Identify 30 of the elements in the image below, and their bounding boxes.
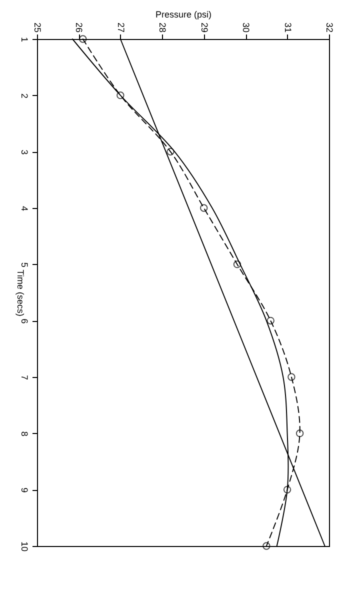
point bbox=[266, 316, 274, 325]
x-axis-title: Pressure (psi) bbox=[155, 9, 212, 20]
y-tick-label: 8 bbox=[20, 431, 30, 436]
y-tick-label: 3 bbox=[20, 150, 30, 155]
y-tick-label: 9 bbox=[20, 488, 30, 493]
point bbox=[166, 148, 174, 156]
point bbox=[283, 486, 292, 494]
point bbox=[79, 35, 87, 43]
point bbox=[233, 260, 242, 268]
point bbox=[200, 204, 208, 212]
x-tick-label: 27 bbox=[116, 22, 126, 32]
y-tick-label: 10 bbox=[20, 541, 30, 552]
y-tick-label: 4 bbox=[20, 206, 30, 212]
x-tick-label: 26 bbox=[74, 22, 84, 32]
x-tick-label: 29 bbox=[199, 22, 210, 32]
y-axis-title: Time (secs) bbox=[16, 270, 26, 316]
x-tick-label: 28 bbox=[158, 22, 168, 32]
y-tick-label: 6 bbox=[20, 318, 30, 324]
y-tick-label: 5 bbox=[20, 262, 30, 268]
point bbox=[288, 373, 296, 381]
y-tick-label: 7 bbox=[20, 374, 30, 380]
point bbox=[262, 542, 270, 550]
y-tick-label: 1 bbox=[20, 36, 30, 42]
x-tick-label: 25 bbox=[32, 22, 42, 32]
y-tick-label: 2 bbox=[20, 93, 30, 98]
x-tick-label: 32 bbox=[324, 22, 334, 32]
point bbox=[116, 91, 124, 100]
point bbox=[296, 429, 304, 438]
x-tick-label: 31 bbox=[282, 22, 293, 32]
x-tick-label: 30 bbox=[241, 22, 252, 32]
